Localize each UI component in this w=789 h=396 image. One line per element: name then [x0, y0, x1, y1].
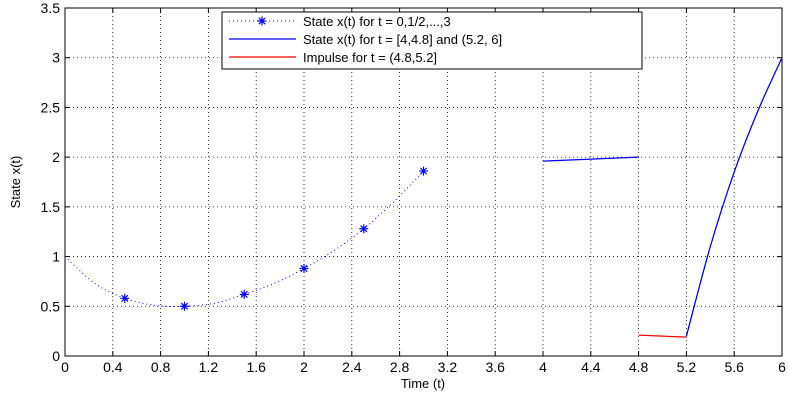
legend-label-1: State x(t) for t = [4,4.8] and (5.2, 6] [303, 32, 502, 47]
legend-box [221, 11, 643, 70]
plot-frame [64, 7, 783, 357]
legend-marker-0 [257, 16, 267, 26]
y-tick-label: 1 [52, 249, 60, 265]
x-axis-label: Time (t) [401, 376, 445, 391]
x-tick-label: 0.8 [151, 359, 171, 375]
x-tick-label: 6 [778, 359, 786, 375]
legend-label-2: Impulse for t = (4.8,5.2] [303, 50, 437, 65]
series-0-star-marker [180, 301, 189, 311]
series-1-segment [542, 156, 639, 162]
axis-ticks: 0 0.4 0.8 1.2 1.6 2 2.4 2.8 3.2 3.6 4 4.4 4.8 5.2 5.6 6… [41, 0, 787, 375]
x-tick-label: 4 [539, 359, 547, 375]
legend-label-0: State x(t) for t = 0,1/2,...,3 [303, 14, 451, 29]
x-tick-label: 3.2 [438, 359, 458, 375]
x-tick-label: 2.8 [390, 359, 410, 375]
x-tick-label: 4.8 [629, 359, 649, 375]
series-0-star-marker [239, 289, 249, 299]
x-tick-label: 1.6 [246, 359, 266, 375]
series-0-star-marker [120, 293, 130, 303]
y-axis-label: State x(t) [8, 156, 23, 209]
series-0-star-marker [299, 264, 309, 274]
y-tick-label: 0.5 [41, 298, 61, 314]
series-0-star-marker [419, 166, 428, 176]
legend: State x(t) for t = 0,1/2,...,3 State x(t)… [221, 11, 643, 70]
x-tick-label: 1.2 [199, 359, 219, 375]
x-tick-label: 0.4 [103, 359, 123, 375]
y-tick-label: 2.5 [41, 99, 61, 115]
y-tick-label: 1.5 [41, 199, 61, 215]
series-2-segment [638, 334, 687, 338]
series-0-dotted-line [64, 170, 424, 307]
series-1-segment [685, 57, 783, 337]
x-tick-label: 2 [300, 359, 308, 375]
x-tick-label: 2.4 [342, 359, 362, 375]
y-tick-label: 2 [52, 149, 60, 165]
y-tick-label: 3.5 [41, 0, 61, 16]
x-tick-label: 4.4 [581, 359, 601, 375]
x-tick-label: 3.6 [485, 359, 505, 375]
series-0-star-marker [359, 224, 369, 234]
x-tick-label: 5.2 [677, 359, 697, 375]
x-tick-label: 0 [61, 359, 69, 375]
x-tick-label: 5.6 [724, 359, 744, 375]
y-tick-label: 3 [52, 50, 60, 66]
y-tick-label: 0 [52, 348, 60, 364]
series [64, 57, 783, 338]
